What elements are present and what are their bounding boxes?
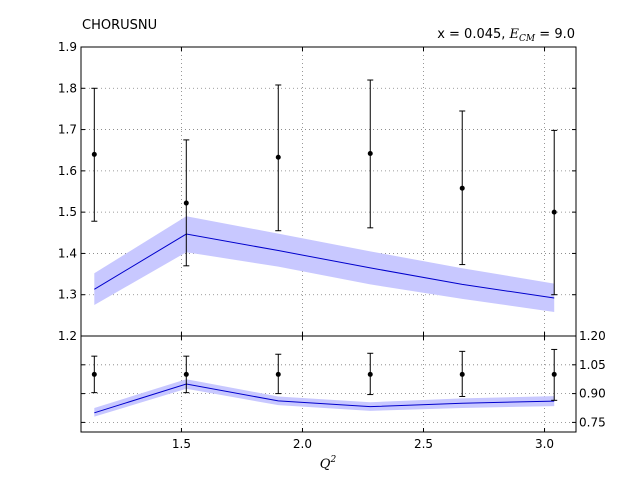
main-data-point — [367, 79, 374, 229]
main-data-marker — [367, 151, 373, 157]
main-data-point — [275, 84, 282, 232]
ratio-data-marker — [183, 371, 189, 377]
ratio-panel: 0.75 0.90 1.05 1.20 1.5 2.0 2.5 3.0 — [80, 329, 606, 451]
ratio-frame — [80, 335, 577, 433]
main-prediction-line — [94, 233, 555, 299]
main-data-marker — [183, 200, 189, 206]
main-ytick-label: 1.8 — [58, 81, 77, 95]
ratio-data-point — [91, 355, 98, 394]
main-ytick-label: 1.7 — [58, 123, 77, 137]
ratio-data-marker — [459, 371, 465, 377]
main-data-marker — [275, 154, 281, 160]
ratio-data-marker — [91, 371, 97, 377]
title-right-tail: = 9.0 — [535, 27, 575, 42]
ratio-data-marker — [367, 371, 373, 377]
main-panel: 1.2 1.3 1.4 1.5 1.6 1.7 1.8 1.9 — [58, 40, 577, 343]
title-right-text: x = 0.045, — [437, 27, 509, 42]
main-data-point — [183, 139, 190, 267]
main-data-point — [459, 110, 466, 266]
ratio-plot-area — [91, 348, 558, 417]
main-ytick-label: 1.5 — [58, 205, 77, 219]
ratio-data-point — [459, 350, 466, 397]
title-right-sub: CM — [519, 34, 536, 44]
x-axis-label-var: Q — [320, 457, 331, 472]
ratio-data-marker — [551, 371, 557, 377]
ratio-data-point — [275, 353, 282, 395]
ratio-data-marker — [275, 371, 281, 377]
main-ytick-label: 1.2 — [58, 329, 77, 343]
main-data-point — [551, 129, 558, 296]
main-ytick-label: 1.6 — [58, 164, 77, 178]
x-tick-label: 1.5 — [172, 437, 191, 451]
ratio-ytick-label: 0.90 — [579, 387, 606, 401]
main-data-marker — [91, 151, 97, 157]
x-tick-label: 3.0 — [535, 437, 554, 451]
ratio-prediction-line — [94, 383, 555, 414]
x-axis-label-sup: 2 — [329, 455, 336, 465]
main-data-marker — [459, 185, 465, 191]
ratio-ytick-label: 1.05 — [579, 358, 606, 372]
ratio-data-point — [367, 352, 374, 396]
main-data-marker — [551, 209, 557, 215]
ratio-data-point — [183, 355, 190, 394]
main-uncertainty-band — [94, 216, 555, 313]
ratio-ytick-label: 0.75 — [579, 415, 606, 429]
main-data-point — [91, 87, 98, 222]
title-right-var: E — [509, 27, 520, 42]
main-ytick-label: 1.9 — [58, 40, 77, 54]
ratio-data-point — [551, 348, 558, 401]
ratio-ytick-label: 1.20 — [579, 329, 606, 343]
main-ytick-label: 1.3 — [58, 288, 77, 302]
x-tick-label: 2.0 — [293, 437, 312, 451]
x-tick-label: 2.5 — [414, 437, 433, 451]
chart-title-left: CHORUSNU — [82, 18, 157, 33]
x-axis-label: Q2 — [320, 455, 337, 472]
main-ytick-label: 1.4 — [58, 246, 77, 260]
main-plot-area — [91, 79, 558, 313]
chart-title-right: x = 0.045, ECM = 9.0 — [437, 27, 575, 44]
